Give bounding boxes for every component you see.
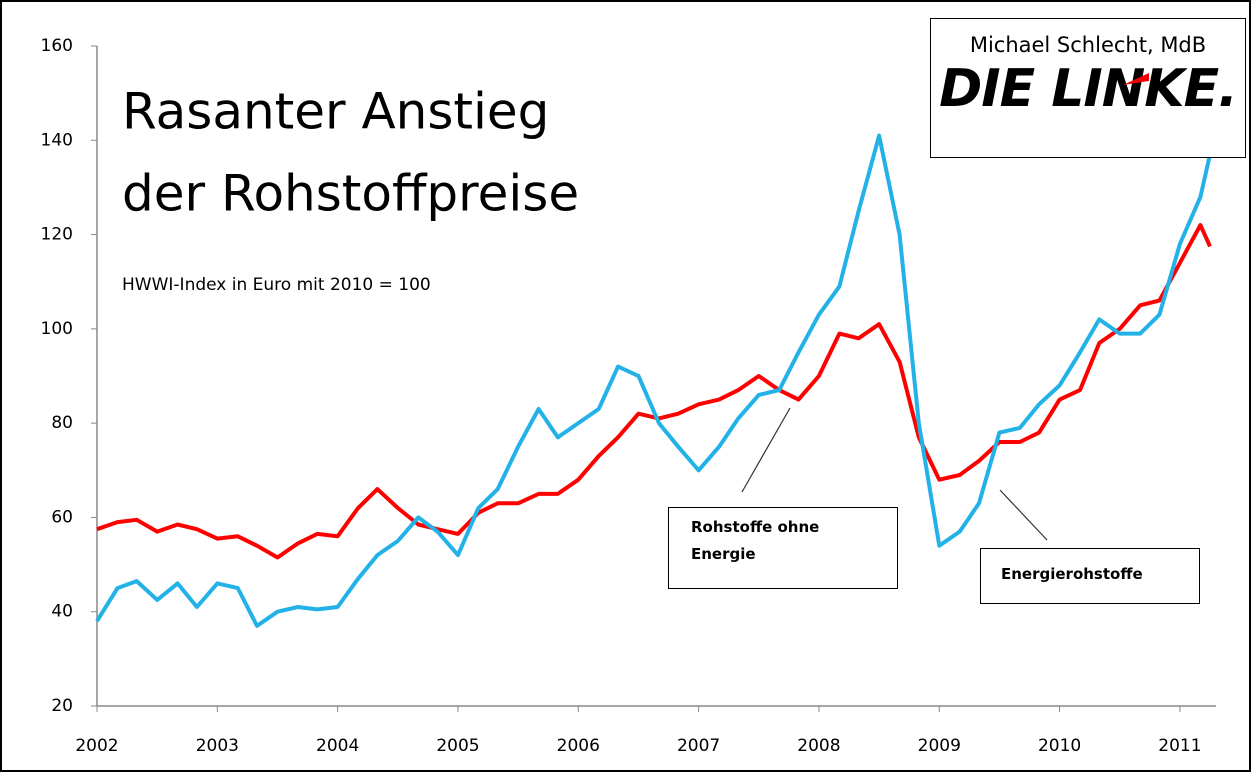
y-tick-label: 100 [41,319,73,339]
logo-flag [1123,73,1149,85]
x-tick-label: 2004 [316,736,359,756]
y-tick-label: 120 [41,225,73,245]
x-tick-label: 2011 [1158,736,1201,756]
y-tick-label: 80 [51,413,73,433]
y-tick-label: 160 [41,36,73,56]
x-tick-label: 2005 [436,736,479,756]
y-tick-label: 140 [41,130,73,150]
x-tick-label: 2009 [918,736,961,756]
author: Michael Schlecht, MdB [969,33,1207,57]
x-tick-label: 2003 [196,736,239,756]
title-line: Rasanter Anstieg [122,83,549,141]
annotation: Rohstoffe ohne Energie [668,507,898,589]
series-line [95,133,1212,628]
x-tick-label: 2006 [557,736,600,756]
x-tick-label: 2008 [797,736,840,756]
leader-line [999,489,1048,541]
y-tick-label: 60 [51,507,73,527]
logo-text: DIE LINKE. [939,59,1238,119]
annotation: Energierohstoffe [980,548,1200,604]
subtitle: HWWI-Index in Euro mit 2010 = 100 [122,275,431,295]
title-line: der Rohstoffpreise [122,165,579,223]
leader-line [741,407,791,493]
x-tick-label: 2010 [1038,736,1081,756]
logo-triangle [1123,73,1149,85]
y-tick-label: 20 [51,696,73,716]
logo-box: Michael Schlecht, MdB DIE LINKE. [930,18,1246,158]
x-tick-label: 2002 [75,736,118,756]
x-tick-label: 2007 [677,736,720,756]
y-tick-label: 40 [51,602,73,622]
